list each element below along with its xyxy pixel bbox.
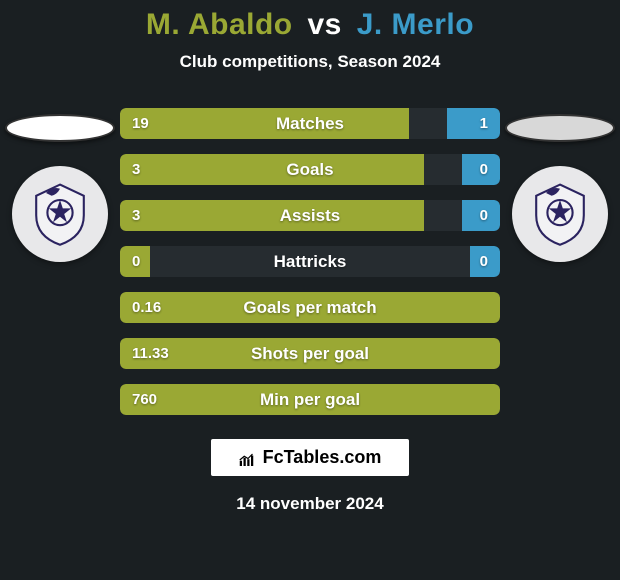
stat-value-right: 1 xyxy=(480,115,488,132)
stat-row: 0.16Goals per match xyxy=(120,292,500,323)
stat-label: Goals per match xyxy=(120,298,500,318)
stats-column: 19Matches13Goals03Assists00Hattricks00.1… xyxy=(120,108,500,415)
stat-label: Hattricks xyxy=(120,252,500,272)
chart-icon xyxy=(239,451,257,465)
stat-value-right: 0 xyxy=(480,207,488,224)
content-row: 19Matches13Goals03Assists00Hattricks00.1… xyxy=(0,108,620,415)
brand-badge: FcTables.com xyxy=(211,439,410,476)
stat-label: Shots per goal xyxy=(120,344,500,364)
page-title: M. Abaldo vs J. Merlo xyxy=(146,8,474,42)
crest-svg-icon xyxy=(25,179,95,249)
comparison-card: M. Abaldo vs J. Merlo Club competitions,… xyxy=(0,0,620,580)
left-side-column xyxy=(0,108,120,262)
vs-separator: vs xyxy=(307,8,341,41)
club-crest-right-icon xyxy=(512,166,608,262)
stat-value-right: 0 xyxy=(480,161,488,178)
stat-label: Assists xyxy=(120,206,500,226)
stat-row: 760Min per goal xyxy=(120,384,500,415)
stat-label: Min per goal xyxy=(120,390,500,410)
stat-value-right: 0 xyxy=(480,253,488,270)
stat-row: 19Matches1 xyxy=(120,108,500,139)
player2-name: J. Merlo xyxy=(357,8,474,41)
crest-svg-icon xyxy=(525,179,595,249)
right-side-column xyxy=(500,108,620,262)
brand-text: FcTables.com xyxy=(263,447,382,468)
stat-label: Matches xyxy=(120,114,500,134)
stat-row: 3Goals0 xyxy=(120,154,500,185)
club-crest-left-icon xyxy=(12,166,108,262)
jersey-right-icon xyxy=(505,114,615,142)
player1-name: M. Abaldo xyxy=(146,8,293,41)
stat-row: 0Hattricks0 xyxy=(120,246,500,277)
date-text: 14 november 2024 xyxy=(236,494,383,514)
jersey-left-icon xyxy=(5,114,115,142)
stat-label: Goals xyxy=(120,160,500,180)
subtitle: Club competitions, Season 2024 xyxy=(180,52,441,72)
stat-row: 3Assists0 xyxy=(120,200,500,231)
stat-row: 11.33Shots per goal xyxy=(120,338,500,369)
